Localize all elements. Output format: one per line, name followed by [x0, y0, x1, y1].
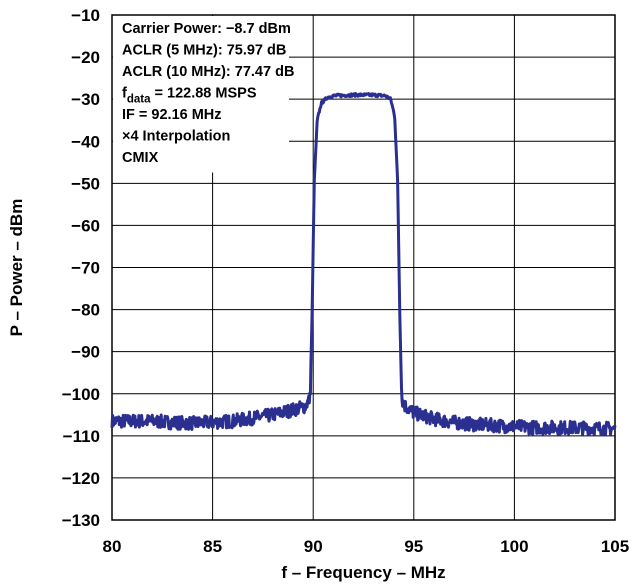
- x-tick-label: 90: [304, 537, 323, 556]
- annotation-line: ×4 Interpolation: [122, 129, 230, 145]
- y-tick-label: −130: [62, 511, 100, 530]
- x-tick-label: 85: [203, 537, 222, 556]
- annotation-line: IF = 92.16 MHz: [122, 107, 222, 123]
- x-tick-label: 80: [103, 537, 122, 556]
- annotation-line: ACLR (5 MHz): 75.97 dB: [122, 43, 286, 59]
- y-tick-label: −20: [71, 48, 100, 67]
- y-tick-labels: −10 −20 −30 −40 −50 −60 −70 −80 −90 −100 −110 −120 −…: [62, 6, 100, 530]
- y-tick-label: −50: [71, 174, 100, 193]
- y-tick-label: −90: [71, 343, 100, 362]
- y-tick-label: −120: [62, 469, 100, 488]
- annotation-line: Carrier Power: −8.7 dBm: [122, 21, 291, 37]
- annotation-line: CMIX: [122, 150, 159, 166]
- y-tick-label: −100: [62, 385, 100, 404]
- spectrum-trace: [110, 92, 617, 437]
- y-tick-label: −40: [71, 132, 100, 151]
- x-tick-label: 95: [404, 537, 423, 556]
- y-tick-label: −80: [71, 301, 100, 320]
- annotation-line: fdata = 122.88 MSPS: [122, 86, 257, 106]
- plot-frame: [111, 14, 616, 521]
- y-tick-label: −70: [71, 259, 100, 278]
- x-tick-labels: 80 85 90 95 100 105: [103, 537, 630, 556]
- annotation-line: ACLR (10 MHz): 77.47 dB: [122, 64, 294, 80]
- annotation-background: [113, 16, 289, 173]
- y-tick-label: −60: [71, 216, 100, 235]
- y-axis-title: P – Power – dBm: [7, 199, 26, 337]
- annotation-box: Carrier Power: −8.7 dBm ACLR (5 MHz): 75.…: [122, 21, 294, 166]
- x-tick-label: 105: [601, 537, 629, 556]
- x-tick-label: 100: [500, 537, 528, 556]
- x-axis-title: f – Frequency – MHz: [281, 563, 445, 582]
- y-tick-label: −10: [71, 6, 100, 25]
- y-tick-label: −110: [63, 427, 100, 446]
- y-tick-label: −30: [71, 90, 100, 109]
